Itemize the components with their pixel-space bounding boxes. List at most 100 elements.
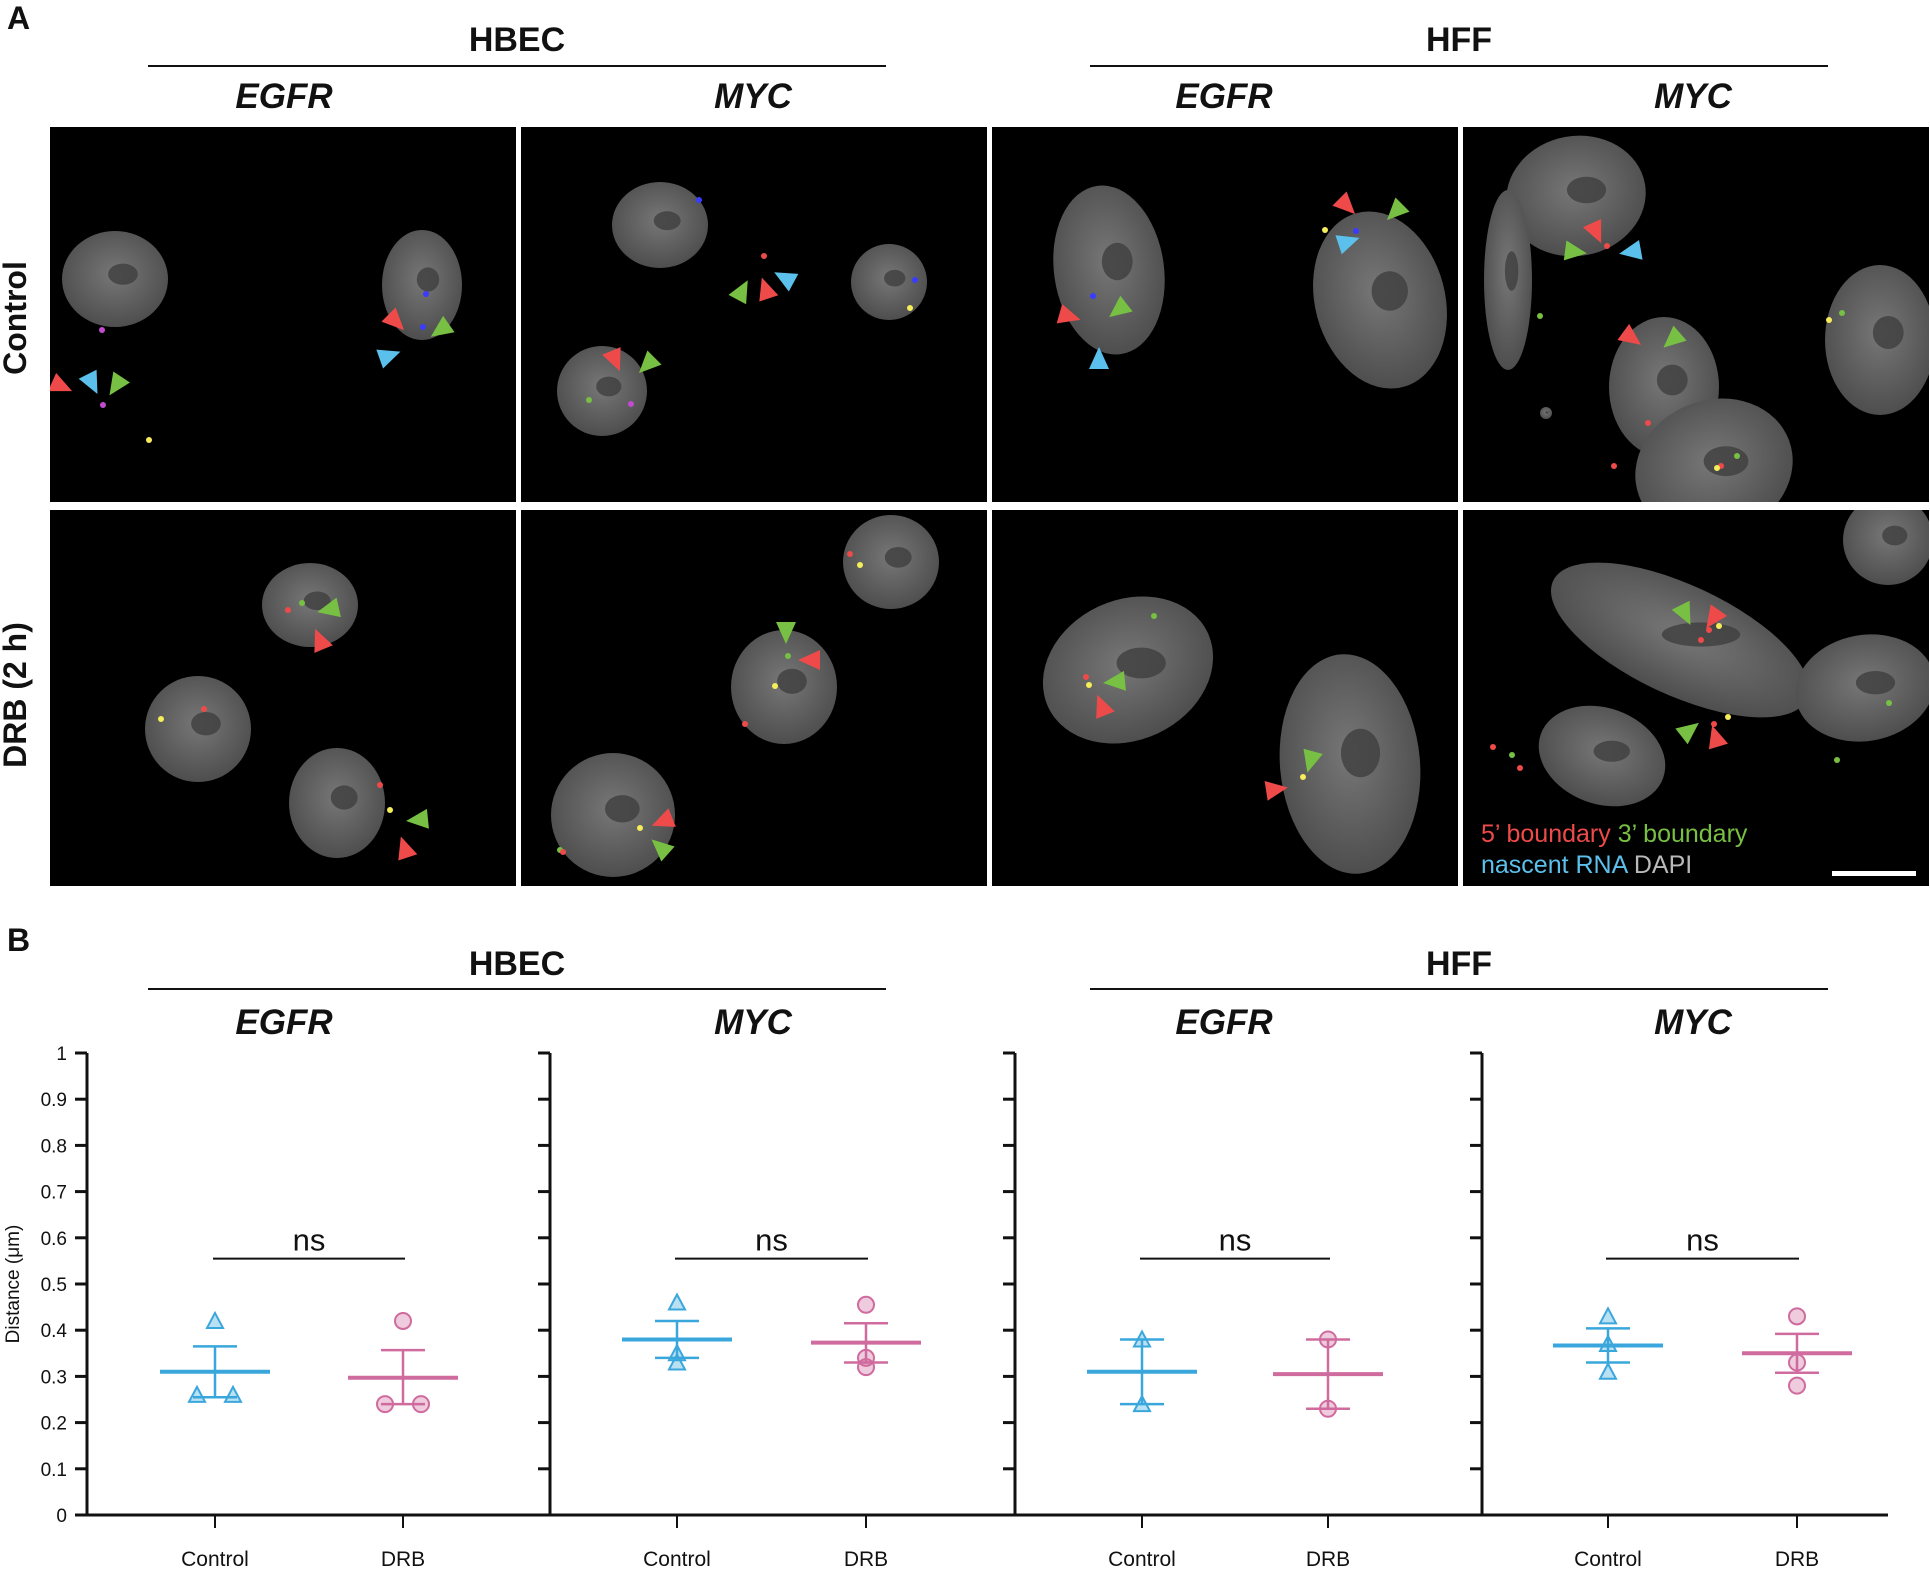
drb-point [857,1348,875,1367]
nucleus [1843,510,1929,585]
legend-dapi: DAPI [1633,851,1693,879]
fish-spot [1725,714,1731,720]
nucleolus [884,269,906,287]
nucleolus [1882,525,1908,546]
panel-b-group-hff: HFF [1425,945,1493,983]
arrowhead-marker [728,280,748,305]
arrowhead-marker [1303,748,1323,773]
drb-point [1319,1330,1337,1349]
fish-spot [1645,420,1651,426]
legend-three-prime: 3’ boundary [1617,820,1748,848]
y-tick-label: 1 [56,1044,67,1065]
control-point [1132,1393,1152,1413]
arrowhead-marker [1619,240,1643,260]
fish-spot [158,716,164,722]
fish-spot [1706,627,1712,633]
fish-spot [299,600,305,606]
fish-spot [1886,700,1892,706]
fish-spot [907,305,913,311]
nucleolus [1593,740,1630,762]
fish-spot [1716,623,1722,629]
fish-spot [637,825,643,831]
drb-point [857,1358,875,1377]
fish-spot [146,437,152,443]
drb-point [1788,1307,1806,1326]
y-tick-label: 0 [56,1506,67,1527]
significance-label: ns [755,1223,788,1258]
micrograph-hff-egfr-control [992,127,1458,502]
panel-b-gene-hbec-egfr: EGFR [235,1003,333,1042]
fish-spot [387,807,393,813]
nucleolus [1371,271,1408,311]
arrowhead-marker [317,597,341,618]
panel-a-gene-hbec-myc: MYC [714,77,792,116]
fish-spot [1322,227,1328,233]
drb-point [1788,1376,1806,1395]
arrowhead-marker [1386,197,1410,221]
legend-nascent: nascent RNA [1481,851,1627,879]
arrowhead-marker [406,808,429,829]
x-tick-label: Control [1574,1548,1642,1569]
panel-a-letter: A [7,0,31,36]
x-tick-label: DRB [1775,1548,1819,1569]
fish-spot [785,653,791,659]
nucleolus [596,376,622,397]
fish-spot [1083,674,1089,680]
micrograph-hff-myc-control [1463,127,1929,502]
arrowhead-marker [1675,722,1699,745]
drb-point [1788,1353,1806,1372]
nucleolus [653,211,681,231]
control-point [667,1292,687,1311]
panel-a-group-hbec-rule [148,65,886,67]
fish-spot [1711,721,1717,727]
nucleolus [1566,176,1607,204]
arrowhead-marker [759,277,779,302]
fish-spot [586,397,592,403]
panel-a-group-hbec: HBEC [468,21,566,59]
micrograph-hff-myc-drb [1463,510,1929,886]
panel-a-gene-hff-myc: MYC [1654,77,1732,116]
nucleolus [191,712,221,736]
panel-b-letter: B [7,922,31,958]
arrowhead-marker [1103,670,1126,691]
micrograph-hbec-myc-control [521,127,987,502]
nucleolus [1656,364,1688,396]
scale-bar [1832,871,1916,876]
arrowhead-marker [78,369,98,394]
significance-label: ns [1686,1223,1719,1258]
fish-spot [1509,752,1515,758]
panel-b-group-hbec-rule [148,988,886,990]
arrowhead-marker [314,628,333,653]
fish-spot [1698,637,1704,643]
arrowhead-marker [1335,235,1360,255]
x-tick-label: DRB [1306,1548,1350,1569]
arrowhead-marker [1056,304,1081,324]
legend-five-prime: 5’ boundary [1481,820,1611,848]
fish-spot [1826,317,1832,323]
arrowhead-marker [376,349,401,369]
y-tick-label: 0.4 [41,1321,68,1342]
arrowhead-marker [651,839,675,862]
y-tick-label: 0.8 [41,1136,67,1157]
fish-spot [696,197,702,203]
nucleolus [1855,671,1896,695]
nucleolus [330,785,358,810]
control-point [667,1352,687,1371]
y-tick-label: 0.6 [41,1229,67,1250]
micrograph-hbec-egfr-control [50,127,516,502]
arrowhead-marker [1706,604,1728,629]
fish-spot [628,401,634,407]
fish-spot [1300,774,1306,780]
nucleolus [1101,242,1133,281]
x-tick-label: DRB [844,1548,888,1569]
nucleolus [1872,316,1904,349]
significance-label: ns [1219,1223,1252,1258]
nucleolus [604,795,640,823]
panel-a-gene-hbec-egfr: EGFR [235,77,333,116]
fish-spot [100,402,106,408]
nucleolus [1340,728,1381,778]
fish-spot [420,324,426,330]
y-tick-label: 0.5 [41,1275,67,1296]
drb-point [412,1395,430,1414]
x-tick-label: Control [181,1548,249,1569]
